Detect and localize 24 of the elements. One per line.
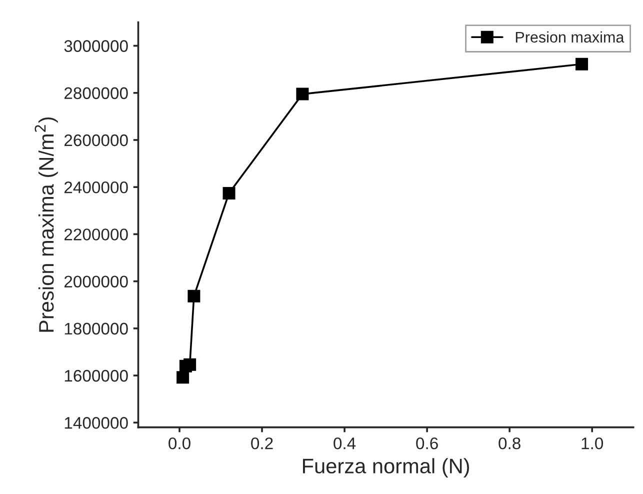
y-axis-title: Presion maxima (N/m$^{2}$) [34, 117, 58, 332]
point [296, 88, 309, 100]
y-tick-label: 1600000 [64, 370, 128, 382]
y-tick-label: 2000000 [64, 276, 128, 288]
x-axis-title: Fuerza normal (N) [303, 458, 470, 478]
point [188, 290, 200, 302]
x-tick-label: 0.2 [251, 437, 273, 450]
y-tick-label: 1400000 [64, 417, 128, 429]
y-tick-label: 2200000 [64, 228, 128, 240]
x-tick-label: 0.0 [168, 437, 190, 450]
x-tick-label: 0.4 [334, 437, 356, 450]
legend-label: Presion maxima [516, 31, 624, 43]
y-tick-label: 1800000 [64, 322, 128, 335]
x-tick-label: 1.0 [582, 437, 604, 450]
y-tick-label: 3000000 [64, 40, 128, 52]
point [576, 58, 588, 70]
x-tick-label: 0.6 [416, 437, 438, 450]
y-tick-label: 2400000 [64, 181, 128, 194]
y-tick-label: 2800000 [64, 87, 128, 100]
x-tick-label: 0.8 [498, 437, 520, 450]
point [184, 358, 196, 371]
point [176, 371, 190, 384]
point [222, 186, 236, 200]
y-tick-label: 2600000 [64, 134, 128, 146]
